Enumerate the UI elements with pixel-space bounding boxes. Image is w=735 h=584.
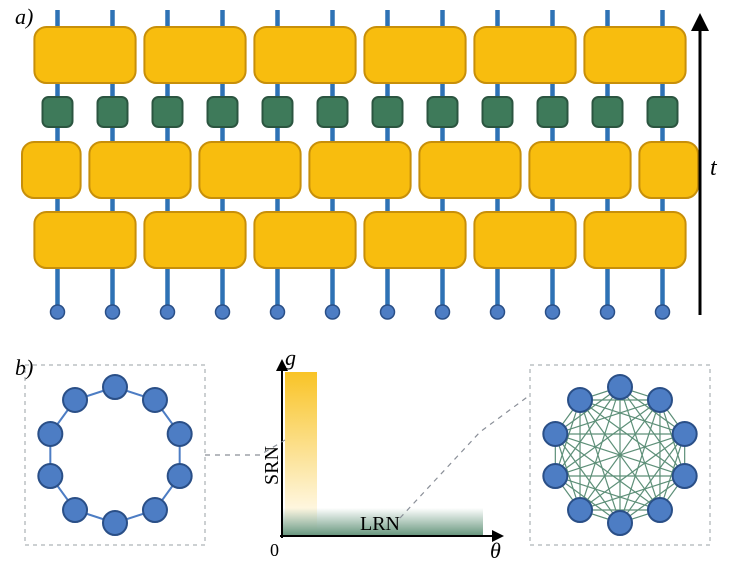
- srn-label: SRN: [261, 446, 283, 485]
- graph-node: [648, 498, 672, 522]
- qubit-orb: [161, 305, 175, 319]
- graph-node: [38, 464, 62, 488]
- qubit-orb: [381, 305, 395, 319]
- panel-a-label: a): [15, 4, 33, 29]
- two-qubit-gate: [89, 142, 190, 198]
- graph-node: [63, 498, 87, 522]
- two-qubit-gate: [34, 212, 135, 268]
- graph-node: [63, 388, 87, 412]
- two-qubit-gate: [309, 142, 410, 198]
- two-qubit-gate: [254, 27, 355, 83]
- qubit-orb: [106, 305, 120, 319]
- two-qubit-gate: [584, 27, 685, 83]
- two-qubit-gate: [364, 212, 465, 268]
- two-qubit-gate-edge: [22, 142, 81, 198]
- single-qubit-gate: [538, 97, 568, 127]
- qubit-orb: [216, 305, 230, 319]
- single-qubit-gate: [373, 97, 403, 127]
- qubit-orb: [601, 305, 615, 319]
- dashed-connector-right: [400, 395, 530, 518]
- single-qubit-gate: [153, 97, 183, 127]
- single-qubit-gate: [208, 97, 238, 127]
- two-qubit-gate: [419, 142, 520, 198]
- two-qubit-gate: [474, 27, 575, 83]
- graph-node: [103, 511, 127, 535]
- phase-diagram: g θ 0 SRN LRN: [205, 345, 530, 563]
- single-qubit-gate: [483, 97, 513, 127]
- qubit-orb: [656, 305, 670, 319]
- single-qubit-gate: [263, 97, 293, 127]
- graph-node: [103, 375, 127, 399]
- qubit-orb: [326, 305, 340, 319]
- single-qubit-gate: [98, 97, 128, 127]
- two-qubit-gate: [529, 142, 630, 198]
- theta-axis-label: θ: [490, 538, 501, 563]
- qubit-orb: [491, 305, 505, 319]
- two-qubit-gate: [584, 212, 685, 268]
- graph-node: [543, 464, 567, 488]
- two-qubit-gate: [144, 212, 245, 268]
- graph-node: [568, 388, 592, 412]
- graph-node: [168, 464, 192, 488]
- g-axis-label: g: [285, 345, 296, 370]
- qubit-orb: [271, 305, 285, 319]
- graph-node: [38, 422, 62, 446]
- two-qubit-gate: [34, 27, 135, 83]
- ring-graph: [38, 375, 191, 535]
- circuit-diagram: [22, 10, 698, 319]
- qubit-orb: [546, 305, 560, 319]
- graph-node: [608, 511, 632, 535]
- graph-node: [143, 388, 167, 412]
- single-qubit-gate: [43, 97, 73, 127]
- graph-node: [608, 375, 632, 399]
- two-qubit-gate-edge: [639, 142, 698, 198]
- two-qubit-gate: [199, 142, 300, 198]
- graph-node: [568, 498, 592, 522]
- single-qubit-gate: [593, 97, 623, 127]
- lrn-label: LRN: [360, 513, 400, 535]
- graph-node: [673, 422, 697, 446]
- qubit-orb: [436, 305, 450, 319]
- graph-node: [673, 464, 697, 488]
- origin-label: 0: [270, 540, 279, 560]
- two-qubit-gate: [474, 212, 575, 268]
- graph-node: [168, 422, 192, 446]
- single-qubit-gate: [648, 97, 678, 127]
- two-qubit-gate: [364, 27, 465, 83]
- qubit-orb: [51, 305, 65, 319]
- complete-graph: [543, 375, 696, 535]
- graph-node: [648, 388, 672, 412]
- graph-node: [543, 422, 567, 446]
- two-qubit-gate: [254, 212, 355, 268]
- graph-node: [143, 498, 167, 522]
- single-qubit-gate: [318, 97, 348, 127]
- time-axis-label: t: [710, 155, 718, 181]
- single-qubit-gate: [428, 97, 458, 127]
- two-qubit-gate: [144, 27, 245, 83]
- panel-b-label: b): [15, 355, 33, 380]
